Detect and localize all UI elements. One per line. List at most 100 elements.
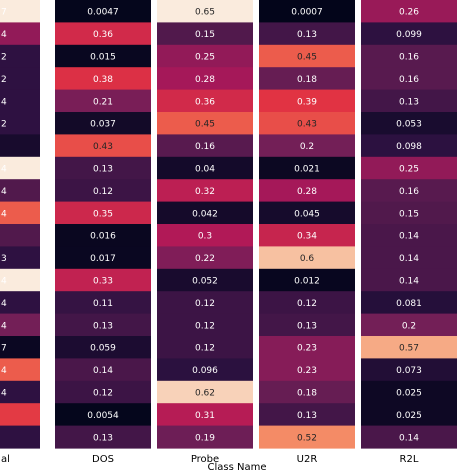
- cell-value-label: 0.3: [198, 232, 212, 242]
- heatmap-cell: [0, 246, 40, 270]
- cell-value-label: 0.0047: [87, 8, 119, 18]
- cell-value-label: 0.52: [297, 433, 317, 443]
- heatmap-cell: [55, 313, 151, 337]
- cell-value-label: 0.13: [399, 97, 419, 107]
- heatmap-cell: [0, 67, 40, 91]
- heatmap-cell: [0, 224, 40, 247]
- cell-value-label: 0.13: [93, 433, 113, 443]
- heatmap-cell: [361, 112, 457, 135]
- cell-value-label: 0.25: [399, 165, 419, 175]
- cell-value-label: 0.073: [396, 366, 422, 376]
- heatmap-cell: [55, 112, 151, 135]
- cell-value-label: 0.0007: [291, 8, 323, 18]
- cell-value-label: 0.23: [297, 344, 317, 354]
- heatmap-cell: [55, 403, 151, 427]
- cell-value-label: 0.16: [399, 53, 419, 63]
- column-tick-labels: al DOS Probe U2R R2L: [1, 454, 419, 465]
- cell-value-label: 0.098: [396, 142, 422, 152]
- cell-value-label: 0.12: [93, 389, 113, 399]
- cell-value-label: 0.22: [195, 254, 215, 264]
- heatmap-cell: [361, 336, 457, 359]
- heatmap-cell: [259, 380, 355, 404]
- cell-value-label: 0.19: [195, 433, 215, 443]
- heatmap-cell: [259, 425, 355, 449]
- heatmap-cell: [0, 380, 40, 404]
- heatmap-cell: [361, 201, 457, 225]
- cell-value-label: 0.059: [90, 344, 116, 354]
- heatmap-cell: [361, 224, 457, 247]
- cell-value-label: 0.36: [93, 30, 113, 40]
- heatmap-cell: [157, 89, 253, 113]
- heatmap-cell: [55, 336, 151, 359]
- cell-value-label: 0.13: [93, 321, 113, 331]
- heatmap-cell: [55, 224, 151, 247]
- heatmap-cell: [55, 268, 151, 292]
- heatmap-cell: [157, 179, 253, 203]
- heatmap-cell: [259, 313, 355, 337]
- x-tick-label: DOS: [92, 454, 114, 465]
- heatmap-cell: [259, 0, 355, 23]
- row-edge-label: 3: [1, 254, 7, 264]
- heatmap-cell: [55, 425, 151, 449]
- cell-value-label: 0.26: [399, 8, 419, 18]
- heatmap-cell: [259, 89, 355, 113]
- cell-value-label: 0.04: [195, 165, 215, 175]
- cell-value-label: 0.43: [297, 120, 317, 130]
- cell-value-label: 0.081: [396, 299, 422, 309]
- cell-value-label: 0.052: [192, 277, 218, 287]
- heatmap-cell: [55, 201, 151, 225]
- heatmap-cell: [361, 44, 457, 68]
- cell-value-label: 0.14: [399, 232, 419, 242]
- heatmap-cell: [259, 112, 355, 135]
- heatmap-cell: [0, 313, 40, 337]
- heatmap-cell: [55, 44, 151, 68]
- heatmap-cell: [259, 403, 355, 427]
- heatmap-cell: [157, 224, 253, 247]
- cell-value-label: 0.13: [297, 321, 317, 331]
- heatmap-cell: [55, 358, 151, 382]
- heatmap-cell: [157, 336, 253, 359]
- heatmap-cell: [157, 201, 253, 225]
- cell-value-label: 0.015: [90, 53, 116, 63]
- cell-value-label: 0.12: [195, 321, 215, 331]
- heatmap-cell: [361, 403, 457, 427]
- heatmap-cell: [0, 291, 40, 315]
- x-tick-label: al: [1, 454, 10, 465]
- row-edge-label: 4: [1, 277, 7, 287]
- heatmap-cell: [259, 179, 355, 203]
- heatmap-cell: [259, 201, 355, 225]
- heatmap-cell: [157, 358, 253, 382]
- cell-value-label: 0.57: [399, 344, 419, 354]
- heatmap-cell: [157, 268, 253, 292]
- cell-value-label: 0.23: [297, 366, 317, 376]
- heatmap-cell: [361, 134, 457, 158]
- heatmap-cell: [0, 403, 40, 427]
- heatmap-cell: [259, 224, 355, 247]
- heatmap-cell: [0, 134, 40, 158]
- cell-value-label: 0.045: [294, 209, 320, 219]
- cell-value-label: 0.28: [195, 75, 215, 85]
- heatmap-cell: [157, 156, 253, 180]
- cell-value-label: 0.36: [195, 97, 215, 107]
- cell-value-label: 0.2: [300, 142, 314, 152]
- cell-value-label: 0.15: [399, 209, 419, 219]
- cell-value-label: 0.14: [399, 254, 419, 264]
- cell-value-label: 0.33: [93, 277, 113, 287]
- cell-value-label: 0.16: [399, 187, 419, 197]
- heatmap-cell: [55, 89, 151, 113]
- cell-value-label: 0.025: [396, 411, 422, 421]
- heatmap-cell: [157, 425, 253, 449]
- heatmap-cell: [0, 268, 40, 292]
- cell-value-label: 0.016: [90, 232, 116, 242]
- heatmap-cell: [157, 291, 253, 315]
- heatmap-cell: [0, 179, 40, 203]
- cell-value-label: 0.053: [396, 120, 422, 130]
- row-edge-label: 4: [1, 165, 7, 175]
- heatmap-cell: [157, 403, 253, 427]
- heatmap-cell: [55, 0, 151, 23]
- cell-value-label: 0.31: [195, 411, 215, 421]
- heatmap-cell: [0, 201, 40, 225]
- heatmap-cell: [361, 291, 457, 315]
- cell-value-label: 0.12: [195, 299, 215, 309]
- heatmap-cell: [259, 268, 355, 292]
